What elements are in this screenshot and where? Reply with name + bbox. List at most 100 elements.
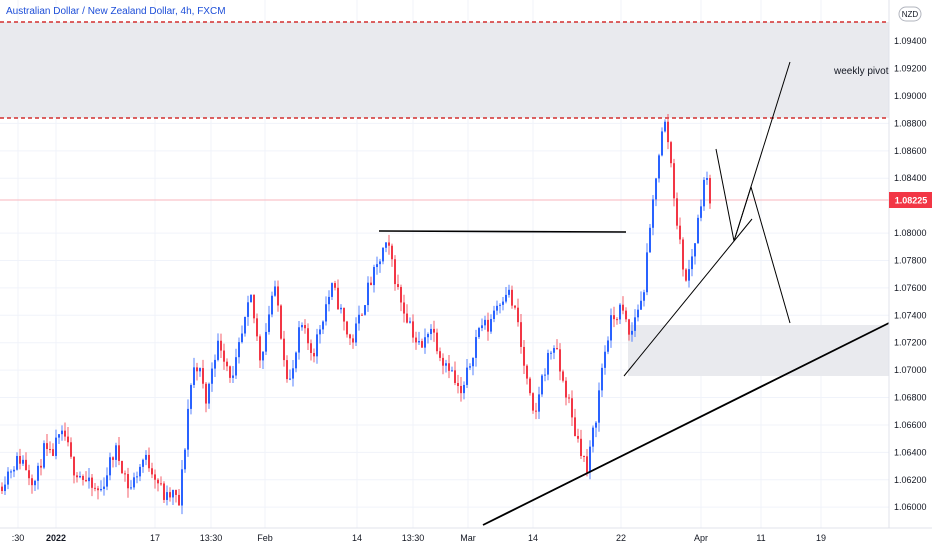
candle <box>19 448 21 470</box>
candle <box>91 474 93 497</box>
candle-body <box>253 294 255 319</box>
candle <box>379 258 381 273</box>
time-tick-labels: :30 2022 17 13:30 Feb 14 13:30 Mar 14 22 Apr 11 19 <box>12 533 826 543</box>
candle <box>619 303 621 324</box>
candle-body <box>136 476 138 478</box>
candle <box>232 366 234 383</box>
candle-body <box>337 287 339 310</box>
candle-body <box>388 242 390 246</box>
candle-body <box>88 477 90 482</box>
price-tick-label: 1.06200 <box>894 475 927 485</box>
candle-body <box>277 286 279 306</box>
candle <box>241 325 243 344</box>
weekly-pivot-label: weekly pivot <box>833 66 889 77</box>
time-tick-label: 13:30 <box>402 533 425 543</box>
candle-body <box>358 314 360 324</box>
candle-body <box>130 487 132 489</box>
candle <box>25 452 27 471</box>
channel-lower-line[interactable] <box>623 218 753 377</box>
candle-body <box>52 449 54 456</box>
current-price-badge: 1.08225 <box>889 192 932 208</box>
resistance-line[interactable] <box>378 230 627 233</box>
candle-body <box>511 289 513 306</box>
candle-body <box>220 340 222 351</box>
candle <box>484 315 486 330</box>
currency-badge[interactable]: NZD <box>898 6 922 22</box>
projection-up-line[interactable] <box>733 61 791 242</box>
main-uptrend-line[interactable] <box>482 322 890 526</box>
candle-body <box>127 474 129 489</box>
candle-body <box>184 449 186 470</box>
candle-body <box>334 283 336 288</box>
candle <box>394 255 396 291</box>
candle-body <box>637 309 639 318</box>
candle <box>67 427 69 447</box>
time-tick-label: Mar <box>460 533 476 543</box>
candle-body <box>400 287 402 303</box>
candle <box>445 359 447 373</box>
candle <box>250 294 252 303</box>
candle-body <box>361 314 363 316</box>
candle-body <box>169 492 171 498</box>
candle <box>148 447 150 472</box>
candle-body <box>520 322 522 347</box>
price-axis[interactable] <box>889 0 932 550</box>
candle <box>592 425 594 453</box>
candle-body <box>1 486 3 492</box>
candle <box>331 282 333 301</box>
candle <box>652 195 654 236</box>
currency-label: NZD <box>902 10 919 19</box>
candle <box>613 306 615 328</box>
candle-body <box>658 155 660 179</box>
candle <box>526 364 528 385</box>
candle <box>178 489 180 506</box>
candle-body <box>268 314 270 332</box>
candle-body <box>226 361 228 367</box>
candle <box>535 402 537 420</box>
candle-body <box>679 225 681 240</box>
candle <box>130 480 132 490</box>
time-axis[interactable] <box>0 528 889 550</box>
candle-body <box>298 327 300 353</box>
candle <box>244 316 246 337</box>
candle-body <box>199 368 201 372</box>
candle <box>457 374 459 394</box>
candle-body <box>433 328 435 333</box>
candle-body <box>484 319 486 326</box>
candle <box>442 353 444 375</box>
candle <box>694 243 696 265</box>
candle <box>190 383 192 415</box>
candle <box>631 322 633 342</box>
candle <box>34 479 36 492</box>
candle-body <box>112 457 114 460</box>
projection-zigzag[interactable] <box>715 148 791 324</box>
candle-body <box>196 367 198 372</box>
candle <box>361 313 363 316</box>
candle <box>238 337 240 364</box>
price-tick-label: 1.07200 <box>894 338 927 348</box>
candle-body <box>142 459 144 467</box>
candle <box>667 114 669 150</box>
candle-body <box>16 455 18 470</box>
candle <box>340 304 342 314</box>
candle <box>133 472 135 490</box>
candle <box>610 308 612 348</box>
candle <box>502 297 504 311</box>
candle-body <box>439 351 441 358</box>
candle-body <box>529 378 531 394</box>
candle <box>121 460 123 474</box>
candle-body <box>13 469 15 472</box>
candle-body <box>514 305 516 308</box>
candle-body <box>589 446 591 473</box>
candle-body <box>619 304 621 320</box>
candle-body <box>442 357 444 366</box>
candle-body <box>463 384 465 394</box>
candle-body <box>307 328 309 344</box>
candle-body <box>577 435 579 439</box>
candle <box>646 243 648 296</box>
candle <box>325 296 327 326</box>
candle-body <box>325 304 327 322</box>
candle-body <box>76 475 78 478</box>
candle-body <box>652 199 654 228</box>
